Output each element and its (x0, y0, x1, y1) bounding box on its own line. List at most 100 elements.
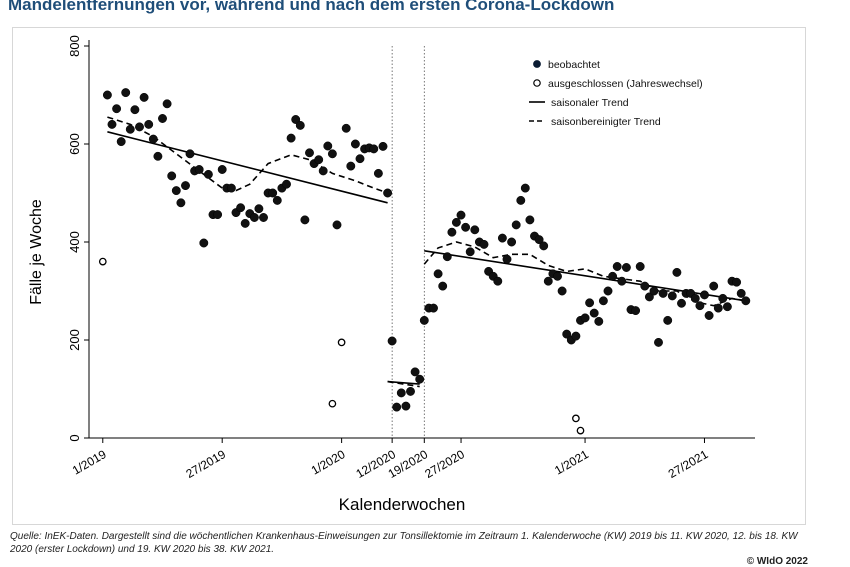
observed-point (406, 386, 415, 396)
observed-point (355, 154, 365, 164)
observed-point (125, 124, 135, 134)
observed-point (507, 237, 517, 247)
chart-frame: 0 200 400 600 800 1/2019 27/2019 1/2020 12/2020 1… (12, 27, 806, 525)
legend-label-seasonal-trend: saisonaler Trend (551, 97, 629, 109)
observed-point (387, 336, 397, 346)
observed-point (700, 290, 709, 300)
observed-point (571, 331, 581, 341)
data-points (98, 88, 751, 435)
observed-point (130, 105, 140, 115)
observed-point (479, 239, 489, 249)
observed-point (185, 149, 195, 159)
observed-point (585, 298, 595, 308)
y-tick-label: 800 (67, 35, 82, 57)
observed-point (677, 298, 686, 308)
observed-point (272, 195, 282, 205)
observed-point (451, 217, 461, 227)
observed-point (470, 225, 480, 235)
observed-point (617, 276, 627, 286)
trend-lines (107, 116, 746, 388)
observed-point (240, 218, 250, 228)
observed-point (539, 241, 549, 251)
observed-point (121, 88, 131, 98)
y-tick-label: 0 (67, 434, 82, 441)
observed-point (116, 137, 126, 147)
excluded-point (576, 426, 585, 435)
observed-point (162, 99, 172, 109)
observed-point (181, 181, 190, 191)
observed-point (465, 247, 475, 257)
observed-point (112, 104, 122, 114)
observed-point (327, 149, 337, 159)
observed-point (493, 276, 503, 286)
x-axis-label: Kalenderwochen (339, 495, 466, 514)
observed-point (300, 215, 310, 225)
observed-point (516, 195, 526, 205)
observed-point (635, 262, 645, 271)
observed-point (144, 119, 154, 129)
observed-point (654, 337, 663, 347)
x-tick-label: 1/2021 (552, 447, 591, 478)
observed-point (291, 115, 301, 124)
observed-point (511, 220, 521, 230)
observed-point (709, 281, 719, 291)
observed-point (199, 238, 209, 248)
observed-point (667, 291, 677, 301)
x-tick-label: 27/2019 (184, 447, 229, 481)
observed-point (690, 293, 700, 303)
observed-point (194, 165, 204, 174)
observed-point (608, 271, 618, 281)
legend: beobachtet ausgeschlossen (Jahreswechsel)… (529, 59, 703, 128)
observed-point (176, 198, 186, 208)
observed-point (213, 210, 223, 220)
observed-point (704, 311, 714, 320)
observed-point (598, 296, 608, 306)
observed-point (442, 252, 452, 262)
observed-point (378, 141, 388, 151)
observed-point (259, 213, 268, 222)
observed-point (543, 276, 553, 286)
observed-point (282, 179, 291, 189)
copyright-notice: © WIdO 2022 (746, 556, 808, 567)
observed-point (447, 227, 457, 237)
excluded-point (98, 257, 107, 266)
seasonally-adjusted-trend-line (107, 116, 388, 194)
observed-point (332, 220, 342, 230)
observed-point (438, 281, 448, 291)
x-tick-label: 27/2021 (666, 447, 711, 481)
observed-point (341, 123, 351, 133)
observed-point (167, 171, 177, 181)
observed-point (401, 401, 411, 411)
observed-point (672, 267, 682, 277)
observed-point (383, 188, 393, 198)
seasonal-trend-line (424, 250, 746, 302)
legend-label-observed: beobachtet (548, 59, 600, 71)
observed-point (557, 286, 567, 296)
observed-point (217, 165, 227, 174)
observed-point (658, 288, 668, 298)
observed-point (534, 235, 544, 245)
observed-point (722, 302, 732, 312)
observed-point (419, 315, 429, 325)
source-footnote: Quelle: InEK-Daten. Dargestellt sind die… (10, 531, 798, 555)
observed-point (410, 367, 420, 377)
observed-point (663, 315, 673, 325)
observed-point (254, 204, 264, 214)
legend-label-adjusted-trend: saisonbereinigter Trend (551, 116, 661, 128)
x-tick-label: 27/2020 (422, 447, 467, 481)
observed-point (295, 120, 305, 130)
observed-point (369, 144, 379, 154)
observed-point (589, 308, 599, 318)
observed-point (226, 183, 236, 193)
observed-point (102, 90, 112, 100)
observed-point (649, 286, 659, 296)
observed-point (695, 301, 705, 311)
observed-point (736, 288, 746, 298)
observed-point (456, 210, 466, 220)
observed-point (346, 161, 356, 171)
observed-point (429, 303, 438, 313)
observed-point (525, 215, 535, 225)
observed-point (594, 316, 604, 326)
observed-point (415, 374, 425, 384)
